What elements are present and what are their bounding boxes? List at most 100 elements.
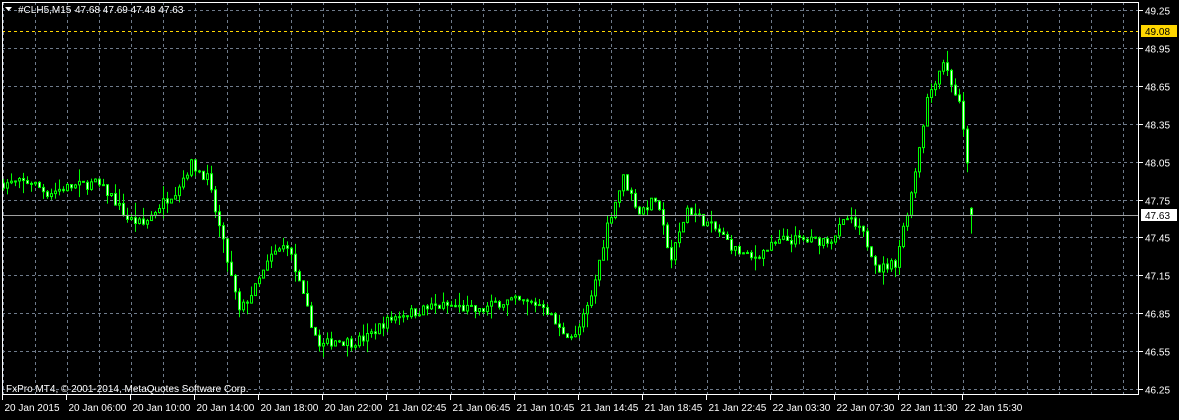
candle <box>746 250 749 255</box>
candle-body <box>330 338 333 347</box>
candle-body <box>578 326 581 336</box>
candle <box>202 170 205 181</box>
candle <box>938 70 941 90</box>
candle-body <box>214 189 217 213</box>
candle <box>470 300 473 307</box>
candle-body <box>550 313 553 316</box>
candle <box>158 204 161 214</box>
candle <box>818 236 821 255</box>
candle <box>338 339 341 344</box>
candle-body <box>622 174 625 192</box>
candle-body <box>294 253 297 273</box>
candle <box>98 178 101 188</box>
candle-body <box>738 246 741 255</box>
candle <box>74 183 77 190</box>
candle-body <box>138 218 141 225</box>
candle <box>182 170 185 190</box>
candle-body <box>938 70 941 85</box>
candle <box>26 176 29 185</box>
candle-body <box>302 280 305 295</box>
candle-body <box>882 263 885 273</box>
candle <box>386 314 389 333</box>
candle <box>738 244 741 255</box>
candle <box>446 300 449 314</box>
candle-body <box>242 301 245 311</box>
candle <box>782 228 785 241</box>
candle-body <box>614 201 617 219</box>
time-axis[interactable]: 20 Jan 2015 20 Jan 06:00 20 Jan 10:00 20 Ja… <box>2 395 1023 414</box>
candle-body <box>58 188 61 192</box>
candle <box>666 222 669 249</box>
candle <box>542 300 545 316</box>
candle <box>798 230 801 245</box>
grid <box>2 2 1139 395</box>
candle <box>722 227 725 235</box>
candle <box>954 78 957 96</box>
candle-body <box>954 84 957 96</box>
candle-body <box>910 192 913 216</box>
candle <box>614 201 617 220</box>
y-tick-label: 46.85 <box>1145 310 1170 321</box>
candle <box>238 288 241 318</box>
candle-body <box>678 231 681 244</box>
candle <box>866 227 869 251</box>
candle-body <box>310 305 313 328</box>
candle-body <box>362 335 365 342</box>
candle-body <box>346 338 349 347</box>
candle-body <box>22 177 25 182</box>
candle <box>414 308 417 319</box>
candle <box>478 307 481 316</box>
candle <box>418 310 421 317</box>
candle-body <box>394 316 397 321</box>
candle <box>686 205 689 224</box>
candle <box>930 83 933 103</box>
price-axis[interactable]: 49.25 48.95 48.65 48.35 48.05 47.75 47.45 47.15… <box>1139 7 1170 397</box>
candle <box>194 159 197 177</box>
candle <box>222 222 225 253</box>
candle-body <box>334 340 337 347</box>
candle-body <box>666 224 669 249</box>
candle <box>670 239 673 269</box>
candle <box>270 246 273 269</box>
candle <box>18 176 21 189</box>
candle <box>710 210 713 233</box>
candle <box>702 213 705 227</box>
candle <box>718 224 721 237</box>
candle-body <box>618 190 621 203</box>
candle <box>766 249 769 252</box>
candle-body <box>742 252 745 255</box>
candle-body <box>34 181 37 185</box>
x-tick-label: 22 Jan 03:30 <box>773 403 831 414</box>
candle <box>490 294 493 319</box>
candle-body <box>534 301 537 306</box>
candle-body <box>18 177 21 182</box>
candle <box>754 245 757 271</box>
candle <box>810 229 813 243</box>
candle <box>934 80 937 97</box>
y-tick-label: 48.35 <box>1145 121 1170 132</box>
candle-body <box>410 308 413 318</box>
candle <box>42 183 45 199</box>
dropdown-triangle-icon[interactable] <box>5 7 12 11</box>
candle <box>262 269 265 279</box>
x-tick-label: 22 Jan 15:30 <box>965 403 1023 414</box>
candle <box>350 335 353 352</box>
candle-body <box>110 193 113 196</box>
candle <box>426 304 429 316</box>
candle <box>910 191 913 219</box>
candle-body <box>178 186 181 197</box>
candle-body <box>398 316 401 319</box>
candle-body <box>38 181 41 188</box>
candle-body <box>374 331 377 335</box>
candle <box>310 301 313 329</box>
candle <box>278 246 281 252</box>
candle-body <box>698 213 701 216</box>
candle-body <box>558 323 561 328</box>
candle-body <box>354 345 357 348</box>
candle <box>582 308 585 333</box>
candle <box>46 189 49 199</box>
candle-body <box>386 316 389 329</box>
candle-body <box>210 173 213 191</box>
